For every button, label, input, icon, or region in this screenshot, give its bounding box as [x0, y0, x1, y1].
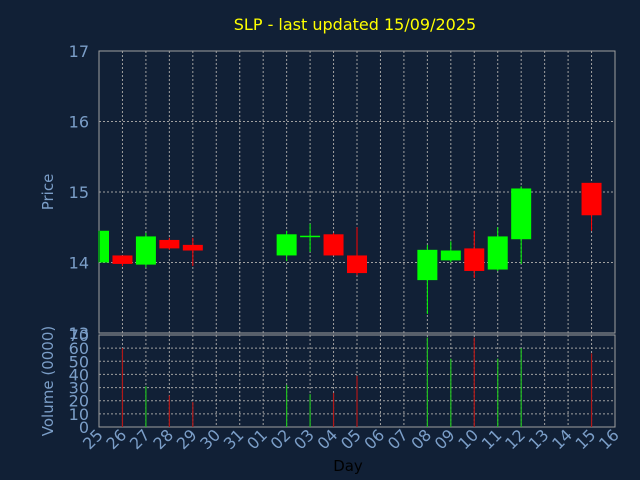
- price-tick-label: 17: [69, 42, 89, 61]
- chart-title: SLP - last updated 15/09/2025: [234, 15, 476, 34]
- volume-tick-label: 70: [69, 326, 89, 345]
- candle-body: [135, 236, 156, 265]
- volume-tick-label: 60: [69, 339, 89, 358]
- candle-body: [347, 255, 367, 274]
- day-x-ticks: 2526272829303101020304050607080910111213…: [79, 425, 623, 453]
- candle: [581, 182, 602, 231]
- candle: [300, 223, 321, 252]
- candle-body: [511, 188, 532, 240]
- candle: [440, 241, 461, 263]
- candle-body: [276, 234, 297, 256]
- candle: [98, 230, 109, 263]
- candle: [112, 255, 133, 267]
- volume-tick-label: 10: [69, 405, 89, 424]
- candle-body: [440, 250, 461, 261]
- candle: [159, 237, 180, 250]
- candles: [98, 182, 602, 314]
- candle: [135, 232, 156, 268]
- price-tick-label: 13: [69, 324, 89, 343]
- candle: [417, 244, 438, 314]
- candle: [276, 230, 297, 262]
- volume-tick-label: 50: [69, 352, 89, 371]
- candle: [347, 227, 367, 276]
- volume-tick-label: 40: [69, 365, 89, 384]
- candle-body: [323, 234, 344, 256]
- volume-tick-label: 0: [79, 418, 89, 437]
- candle: [182, 237, 203, 267]
- volume-axis-label: Volume (0000): [39, 326, 57, 436]
- candle: [511, 186, 532, 264]
- volume-bars: [121, 337, 593, 427]
- candle-body: [100, 230, 109, 263]
- price-tick-label: 16: [69, 113, 89, 132]
- price-y-ticks: 13 14 15 16 17: [69, 42, 89, 343]
- price-tick-label: 15: [69, 183, 89, 202]
- candle-body: [300, 235, 321, 238]
- price-axis-label: Price: [39, 174, 57, 211]
- candle: [323, 232, 344, 256]
- price-panel: 13 14 15 16 17 Price: [39, 42, 616, 343]
- volume-tick-label: 20: [69, 392, 89, 411]
- candle: [464, 230, 485, 279]
- candle-body: [464, 248, 485, 271]
- candle-body: [417, 249, 438, 281]
- candle-body: [487, 236, 508, 270]
- day-axis-label: Day: [333, 457, 363, 475]
- candle-body: [112, 255, 133, 264]
- candle-body: [581, 182, 602, 216]
- candle: [487, 227, 508, 271]
- volume-tick-label: 30: [69, 379, 89, 398]
- price-tick-label: 14: [69, 254, 89, 273]
- candle-body: [182, 244, 203, 251]
- candle-body: [159, 239, 180, 249]
